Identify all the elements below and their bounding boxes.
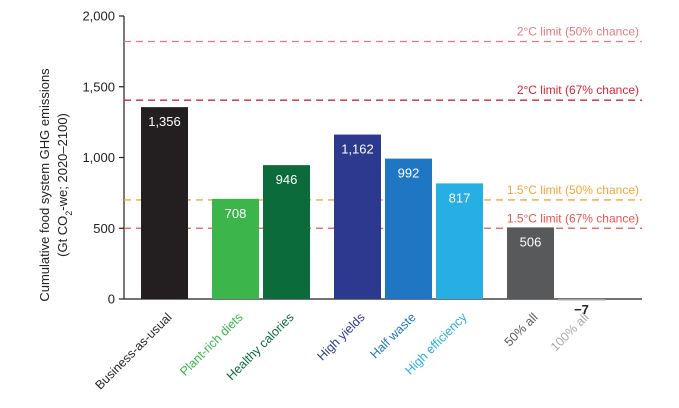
y-tick-label: 500: [93, 221, 115, 236]
bar-value-label: 992: [398, 166, 420, 181]
x-tick-label: 100% all: [548, 310, 592, 354]
y-tick-label: 1,500: [82, 79, 115, 94]
bar: [507, 227, 554, 299]
bar: [385, 158, 432, 299]
limit-label: 1.5°C limit (67% chance): [507, 211, 639, 225]
bar-value-label: −7: [574, 302, 589, 317]
category-labels: Business-as-usual Plant-rich dietsHealthy…: [92, 310, 591, 393]
y-tick-label: 1,000: [82, 150, 115, 165]
bar: [141, 107, 188, 299]
limit-lines: 2°C limit (50% chance) 2°C limit (67% cha…: [124, 24, 642, 229]
bar: [436, 183, 483, 299]
y-axis-label-line1: Cumulative food system GHG emissions: [37, 68, 52, 302]
bar-value-label: 946: [276, 172, 298, 187]
y-axis-label: Cumulative food system GHG emissions (Gt…: [37, 68, 74, 302]
x-tick-label: Business-as-usual: [92, 310, 174, 392]
y-tick-label: 2,000: [82, 9, 115, 24]
y-tick-label: 0: [108, 292, 115, 307]
bar-value-label: 506: [520, 234, 542, 249]
x-tick-label: 50% all: [502, 310, 541, 349]
y-axis: 0 500 1,000 1,500 2,000: [82, 9, 642, 307]
bar: [558, 299, 605, 301]
bar-value-label: 817: [449, 190, 471, 205]
bar-value-label: 708: [225, 206, 247, 221]
x-tick-label: Half waste: [367, 310, 418, 361]
bars: 1,356 708 946 1,162 992 817 506 −7: [141, 107, 605, 317]
bar-value-label: 1,356: [148, 114, 181, 129]
bar: [334, 134, 381, 299]
limit-label: 1.5°C limit (50% chance): [507, 183, 639, 197]
x-tick-label: High yields: [314, 310, 367, 363]
bar-value-label: 1,162: [341, 142, 374, 157]
y-axis-label-line2: (Gt CO2-we; 2020–2100): [55, 113, 74, 257]
bar: [212, 198, 259, 299]
bar: [263, 165, 310, 299]
limit-label: 2°C limit (67% chance): [517, 83, 639, 97]
limit-label: 2°C limit (50% chance): [517, 24, 639, 38]
